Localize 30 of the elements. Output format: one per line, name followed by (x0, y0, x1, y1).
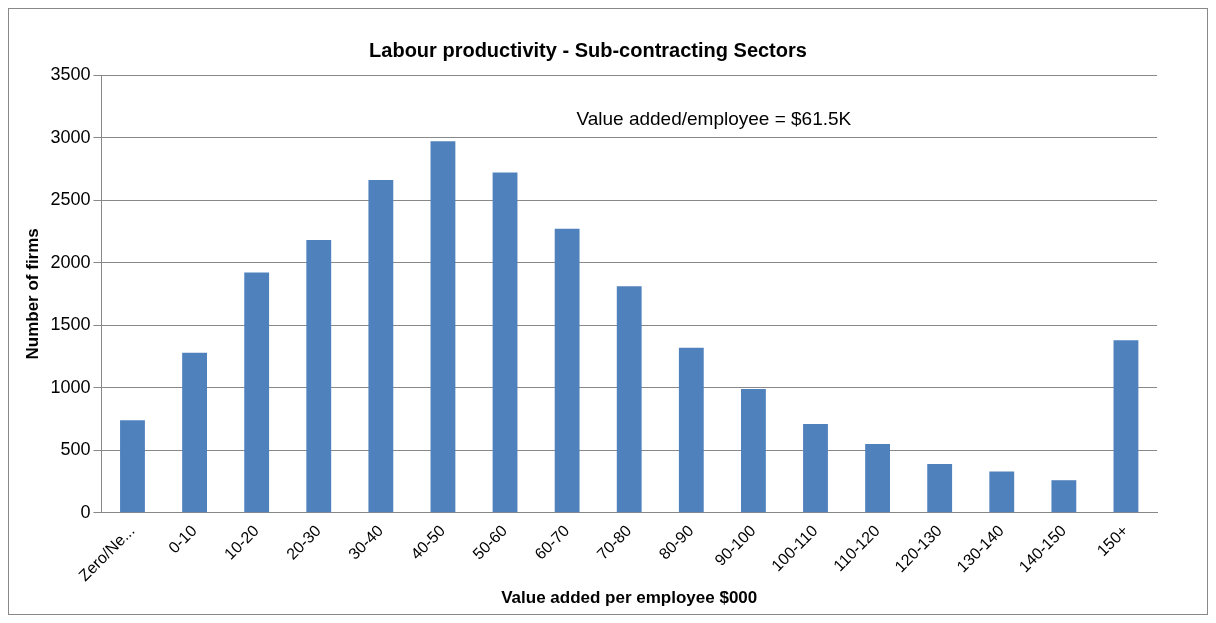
y-tick-label: 3000 (50, 126, 91, 147)
y-tick-label: 1500 (50, 314, 91, 335)
bar (616, 286, 642, 513)
bar (989, 471, 1015, 513)
y-tick-label: 0 (80, 501, 91, 522)
bar (368, 180, 394, 513)
chart-title: Labour productivity - Sub-contracting Sectors (369, 38, 807, 61)
bar (1113, 340, 1139, 513)
bar (1051, 480, 1077, 513)
bar (927, 463, 953, 513)
bar (430, 141, 456, 513)
bar (120, 420, 145, 513)
x-axis-title: Value added per employee $000 (501, 588, 758, 608)
y-tick-label: 500 (60, 439, 91, 460)
annotation: Value added/employee = $61.5K (576, 108, 852, 130)
bar (678, 347, 704, 513)
bar (244, 272, 270, 513)
y-tick-label: 2000 (50, 251, 91, 272)
bar (865, 443, 891, 513)
y-tick-label: 2500 (50, 189, 91, 210)
bar (306, 240, 332, 513)
y-tick-label: 1000 (50, 376, 91, 397)
bar (554, 228, 580, 513)
bar (740, 388, 766, 513)
bar (492, 172, 518, 513)
x-tick-label: 0-10 (165, 521, 200, 557)
bar (803, 423, 828, 513)
y-tick-label: 3500 (50, 63, 91, 84)
bar (182, 352, 207, 513)
y-axis-title: Number of firms (22, 228, 42, 360)
